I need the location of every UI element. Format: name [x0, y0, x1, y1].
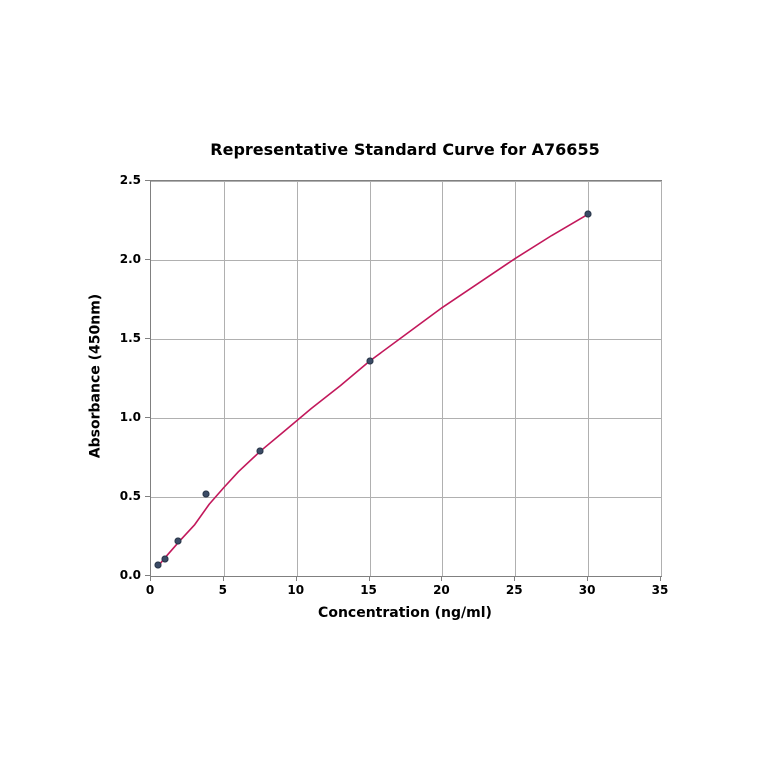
x-tick: [660, 576, 661, 581]
data-point: [154, 561, 161, 568]
y-axis-label: Absorbance (450nm): [87, 178, 103, 573]
y-tick-label: 1.5: [115, 331, 141, 345]
x-tick-label: 25: [506, 583, 523, 597]
x-tick-label: 30: [579, 583, 596, 597]
y-tick: [145, 417, 150, 418]
y-tick-label: 2.0: [115, 252, 141, 266]
y-tick-label: 1.0: [115, 410, 141, 424]
y-tick-label: 0.5: [115, 489, 141, 503]
data-point: [257, 448, 264, 455]
x-tick-label: 20: [433, 583, 450, 597]
x-tick-label: 15: [360, 583, 377, 597]
data-point: [161, 555, 168, 562]
y-tick: [145, 338, 150, 339]
fit-curve: [151, 181, 661, 576]
x-tick: [441, 576, 442, 581]
x-tick-label: 0: [146, 583, 154, 597]
x-tick: [587, 576, 588, 581]
data-point: [585, 211, 592, 218]
data-point: [175, 538, 182, 545]
y-tick-label: 0.0: [115, 568, 141, 582]
x-axis-label: Concentration (ng/ml): [150, 605, 660, 621]
x-tick: [223, 576, 224, 581]
x-tick: [369, 576, 370, 581]
x-tick: [514, 576, 515, 581]
x-tick-label: 35: [652, 583, 669, 597]
x-tick: [150, 576, 151, 581]
data-point: [202, 490, 209, 497]
plot-area: [150, 180, 662, 577]
x-tick-label: 5: [219, 583, 227, 597]
y-tick: [145, 259, 150, 260]
chart-canvas: 0 5 10 15 20 25 30 35 0.0 0.5 1.0 1.5 2.0 2.5 Represen…: [0, 0, 764, 764]
y-tick: [145, 180, 150, 181]
chart-title: Representative Standard Curve for A76655: [150, 140, 660, 159]
x-tick: [296, 576, 297, 581]
data-point: [366, 358, 373, 365]
y-tick: [145, 496, 150, 497]
y-tick-label: 2.5: [115, 173, 141, 187]
grid-line-vertical: [661, 181, 662, 576]
y-tick: [145, 575, 150, 576]
x-tick-label: 10: [287, 583, 304, 597]
